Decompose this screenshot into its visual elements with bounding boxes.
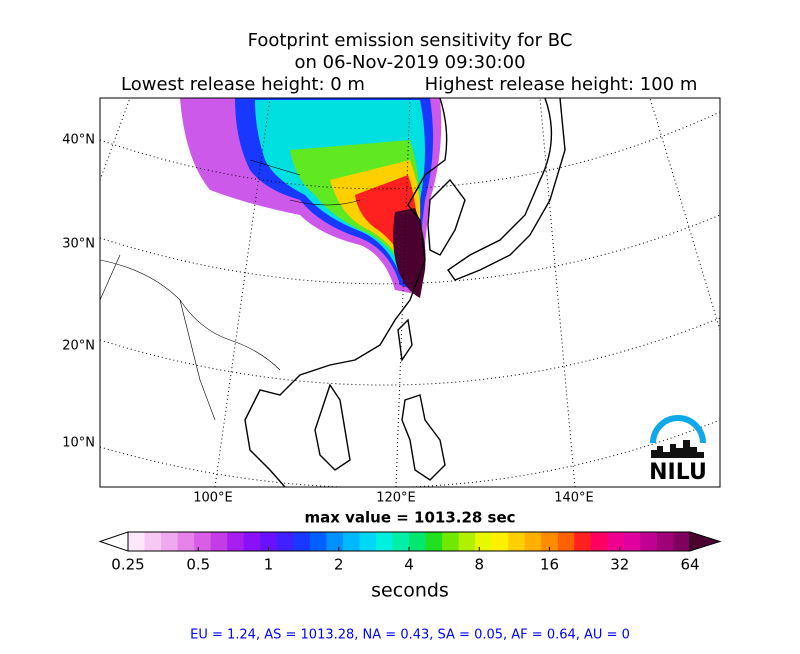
colorbar-tick-label: 4 — [404, 556, 414, 574]
colorbar-segment — [508, 532, 526, 551]
colorbar-segment — [607, 532, 625, 551]
colorbar-segment — [177, 532, 195, 551]
coastline-philippines — [401, 394, 446, 481]
colorbar-tick-label: 1 — [264, 556, 274, 574]
colorbar-segment — [590, 532, 608, 551]
colorbar-segment — [425, 532, 443, 551]
colorbar-segment — [359, 532, 377, 551]
colorbar-label: seconds — [371, 580, 449, 602]
max-value: max value = 1013.28 sec — [304, 509, 515, 527]
colorbar-segment — [491, 532, 509, 551]
footer: EU = 1.24, AS = 1013.28, NA = 0.43, SA =… — [190, 628, 630, 643]
colorbar-segment — [409, 532, 427, 551]
lon-label: 140°E — [554, 491, 594, 506]
colorbar-tick-label: 32 — [610, 556, 629, 574]
meridian — [649, 98, 720, 331]
colorbar-tick-label: 0.5 — [186, 556, 210, 574]
coastline — [244, 98, 448, 487]
colorbar-segment — [144, 532, 162, 551]
colorbar-tick-label: 2 — [334, 556, 344, 574]
border — [249, 159, 361, 206]
subtitle: on 06-Nov-2019 09:30:00 — [294, 52, 525, 73]
meridian — [539, 98, 576, 487]
map-frame — [99, 97, 721, 488]
coastline-japan — [447, 98, 566, 281]
parallel — [100, 419, 720, 487]
map — [100, 98, 720, 487]
colorbar-segment — [673, 532, 691, 551]
colorbar-segment — [194, 532, 212, 551]
colorbar-segment — [541, 532, 559, 551]
meridian — [395, 98, 411, 487]
parallel — [100, 317, 720, 386]
coastline-taiwan — [397, 318, 413, 362]
colorbar-segment — [161, 532, 179, 551]
colorbar-segment — [227, 532, 245, 551]
lat-label: 20°N — [62, 339, 95, 354]
colorbar-tick-label: 8 — [474, 556, 484, 574]
border — [100, 254, 281, 421]
colorbar-segment — [458, 532, 476, 551]
colorbar-segment — [260, 532, 278, 551]
colorbar-segment — [375, 532, 393, 551]
colorbar-segment — [276, 532, 294, 551]
colorbar-segment — [392, 532, 410, 551]
colorbar-under — [98, 531, 129, 552]
colorbar-segment — [309, 532, 327, 551]
colorbar-segment — [326, 532, 344, 551]
colorbar-segment — [442, 532, 460, 551]
logo: NILU — [649, 415, 707, 485]
lowest-release: Lowest release height: 0 m — [121, 74, 365, 95]
meridian — [214, 98, 271, 487]
colorbar-segment — [623, 532, 641, 551]
colorbar-tick-label: 64 — [680, 556, 699, 574]
colorbar-segment — [210, 532, 228, 551]
colorbar-segment — [640, 532, 658, 551]
coastline-korea — [427, 178, 466, 256]
logo-text: NILU — [649, 460, 707, 485]
lat-label: 30°N — [62, 237, 95, 252]
parallel — [100, 111, 720, 190]
colorbar-segment — [656, 532, 674, 551]
lon-label: 120°E — [376, 491, 416, 506]
highest-release: Highest release height: 100 m — [425, 74, 698, 95]
colorbar-segment — [243, 532, 261, 551]
colorbar-segment — [475, 532, 493, 551]
colorbar-segment — [524, 532, 542, 551]
colorbar-segment — [574, 532, 592, 551]
title: Footprint emission sensitivity for BC — [248, 30, 573, 51]
meridian — [100, 98, 131, 181]
colorbar: 0.25 0.5 1 2 4 8 16 32 64 — [98, 531, 722, 574]
colorbar-segment — [293, 532, 311, 551]
colorbar-segment — [342, 532, 360, 551]
lat-label: 40°N — [62, 133, 95, 148]
lat-label: 10°N — [62, 436, 95, 451]
coastline-borneo — [314, 383, 351, 471]
colorbar-segment — [128, 532, 146, 551]
plume-max — [393, 208, 426, 298]
colorbar-tick-label: 0.25 — [111, 556, 144, 574]
colorbar-tick-label: 16 — [540, 556, 559, 574]
lon-label: 100°E — [193, 491, 233, 506]
colorbar-segment — [557, 532, 575, 551]
colorbar-over — [689, 531, 722, 552]
